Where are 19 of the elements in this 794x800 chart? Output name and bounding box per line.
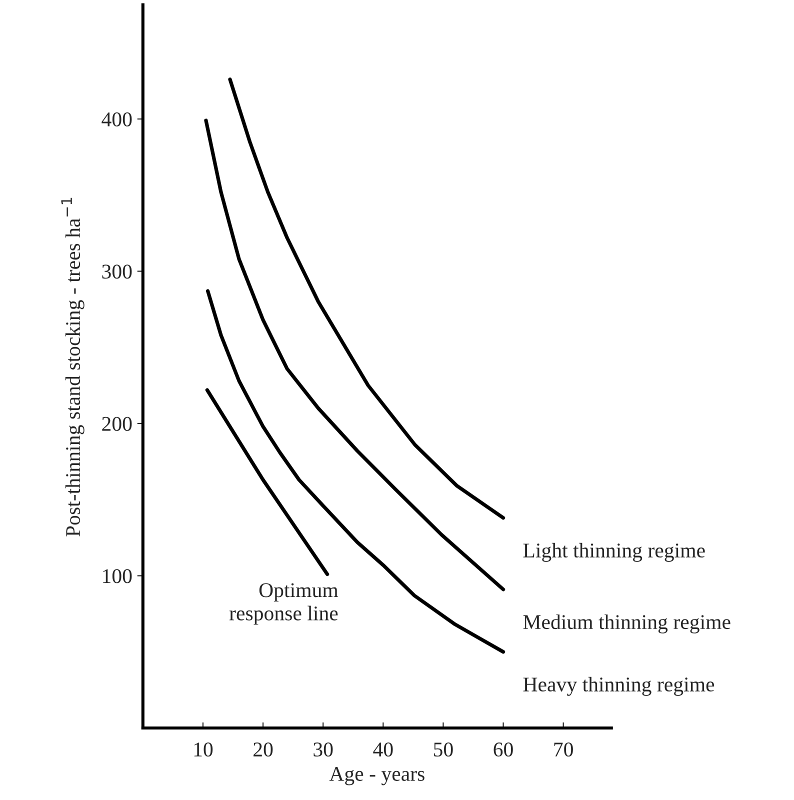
y-tick-label: 300 xyxy=(102,264,132,279)
series-label: Medium thinning regime xyxy=(523,614,730,634)
x-tick-label: 70 xyxy=(554,742,573,757)
y-axis-title: Post-thinning stand stocking - trees ha$^{−1}$ xyxy=(61,198,84,536)
line-series xyxy=(228,78,506,520)
x-tick-label: 20 xyxy=(254,742,273,757)
line-series xyxy=(206,289,506,654)
x-tick-label: 40 xyxy=(373,742,393,757)
y-tick-label: 100 xyxy=(103,569,132,584)
x-tick-label: 10 xyxy=(194,742,213,757)
x-tick-label: 30 xyxy=(314,742,333,757)
x-tick-label: 50 xyxy=(434,742,453,757)
series-label: Optimum response line xyxy=(229,583,338,625)
x-axis-title: Age - years xyxy=(329,766,424,786)
series-label: Heavy thinning regime xyxy=(523,676,714,696)
y-tick-label: 400 xyxy=(102,112,132,126)
y-tick-label: 200 xyxy=(102,416,132,431)
series-label: Light thinning regime xyxy=(523,542,705,562)
x-tick-label: 60 xyxy=(494,742,513,757)
